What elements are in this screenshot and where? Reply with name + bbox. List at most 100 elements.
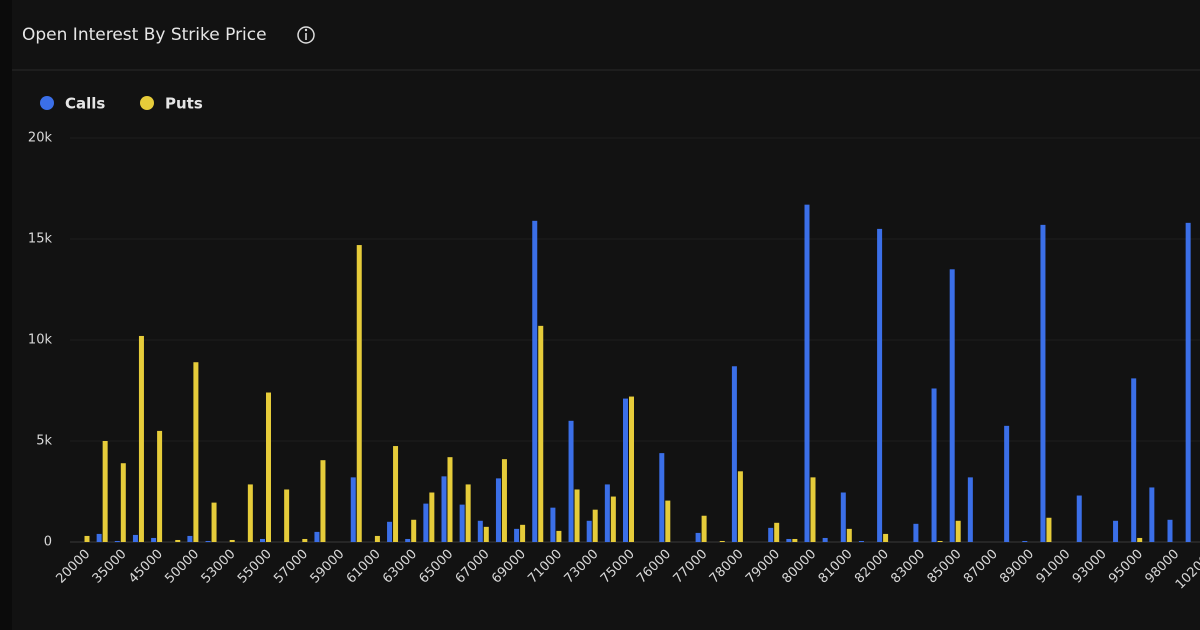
bar [913, 523, 919, 542]
y-tick-label: 15k [28, 232, 53, 247]
y-tick-label: 20k [28, 131, 53, 146]
bar [151, 537, 157, 542]
bar [320, 460, 326, 542]
legend-label: Puts [165, 95, 203, 113]
bar [804, 204, 810, 542]
info-icon[interactable] [297, 26, 315, 44]
bar [374, 535, 380, 542]
bar [495, 478, 501, 542]
bar [1167, 519, 1173, 542]
bar [1040, 224, 1046, 543]
bar [883, 533, 889, 542]
bar [1113, 520, 1119, 542]
bar [1131, 378, 1137, 542]
bar [247, 484, 253, 542]
bar [350, 477, 356, 542]
bar [96, 533, 102, 542]
bar [792, 538, 798, 542]
bar [858, 540, 864, 542]
bar [1076, 495, 1082, 542]
bar [193, 362, 199, 542]
bar [768, 527, 774, 542]
bar [84, 535, 90, 542]
bar [157, 430, 163, 542]
bar [592, 509, 598, 542]
bar [568, 420, 574, 542]
bar [846, 528, 852, 542]
bar [441, 476, 447, 542]
bar [447, 457, 453, 542]
bar [459, 504, 465, 542]
bar [937, 540, 943, 542]
bar [774, 522, 780, 542]
bar [132, 534, 138, 542]
bar [1185, 222, 1191, 542]
bar [610, 496, 616, 542]
bar [719, 540, 725, 542]
legend-swatch [140, 96, 154, 110]
bar [1149, 487, 1155, 542]
bar [955, 520, 961, 542]
bar [229, 539, 235, 542]
chart-title: Open Interest By Strike Price [22, 25, 267, 45]
bar [501, 459, 507, 542]
bar [138, 335, 144, 542]
bar [586, 520, 592, 542]
bar [266, 392, 271, 542]
bar [356, 245, 362, 542]
bar [949, 269, 955, 542]
bar [810, 477, 816, 542]
bar [284, 489, 290, 542]
bar [187, 535, 193, 542]
bar [629, 396, 634, 542]
bar [260, 538, 265, 542]
bar [840, 492, 846, 542]
bar [211, 502, 217, 542]
bar [1137, 537, 1143, 542]
bar [701, 515, 707, 542]
bar [483, 526, 489, 542]
legend-swatch [40, 96, 54, 110]
bar [302, 538, 308, 542]
bar [411, 519, 417, 542]
bar [1046, 517, 1052, 542]
y-tick-label: 5k [36, 434, 52, 449]
bar [1022, 540, 1028, 542]
bar [429, 492, 435, 542]
bar [520, 524, 526, 542]
y-tick-label: 10k [28, 333, 53, 348]
bar [737, 471, 743, 542]
bar [822, 537, 828, 542]
bar [665, 500, 671, 542]
y-tick-label: 0 [44, 535, 52, 550]
bar [1004, 425, 1010, 542]
bar [477, 520, 483, 542]
bar [574, 489, 580, 542]
bar [314, 531, 320, 542]
bar [120, 463, 126, 542]
bar [877, 228, 883, 542]
bar [102, 441, 108, 542]
bar [967, 477, 973, 542]
bar [550, 507, 556, 542]
bar [514, 528, 520, 542]
bar [175, 539, 181, 542]
bar [538, 325, 544, 542]
bar [623, 398, 628, 542]
bar [423, 503, 429, 542]
bar [405, 538, 411, 542]
bar [205, 540, 211, 542]
bar [387, 521, 393, 542]
bar [114, 540, 120, 542]
bar [532, 220, 538, 542]
bar [695, 532, 701, 542]
bar [556, 530, 562, 542]
bar [465, 484, 471, 542]
bar [786, 538, 792, 542]
bar [931, 388, 937, 542]
legend-label: Calls [65, 95, 105, 113]
bar [393, 446, 399, 542]
bar [604, 484, 610, 542]
